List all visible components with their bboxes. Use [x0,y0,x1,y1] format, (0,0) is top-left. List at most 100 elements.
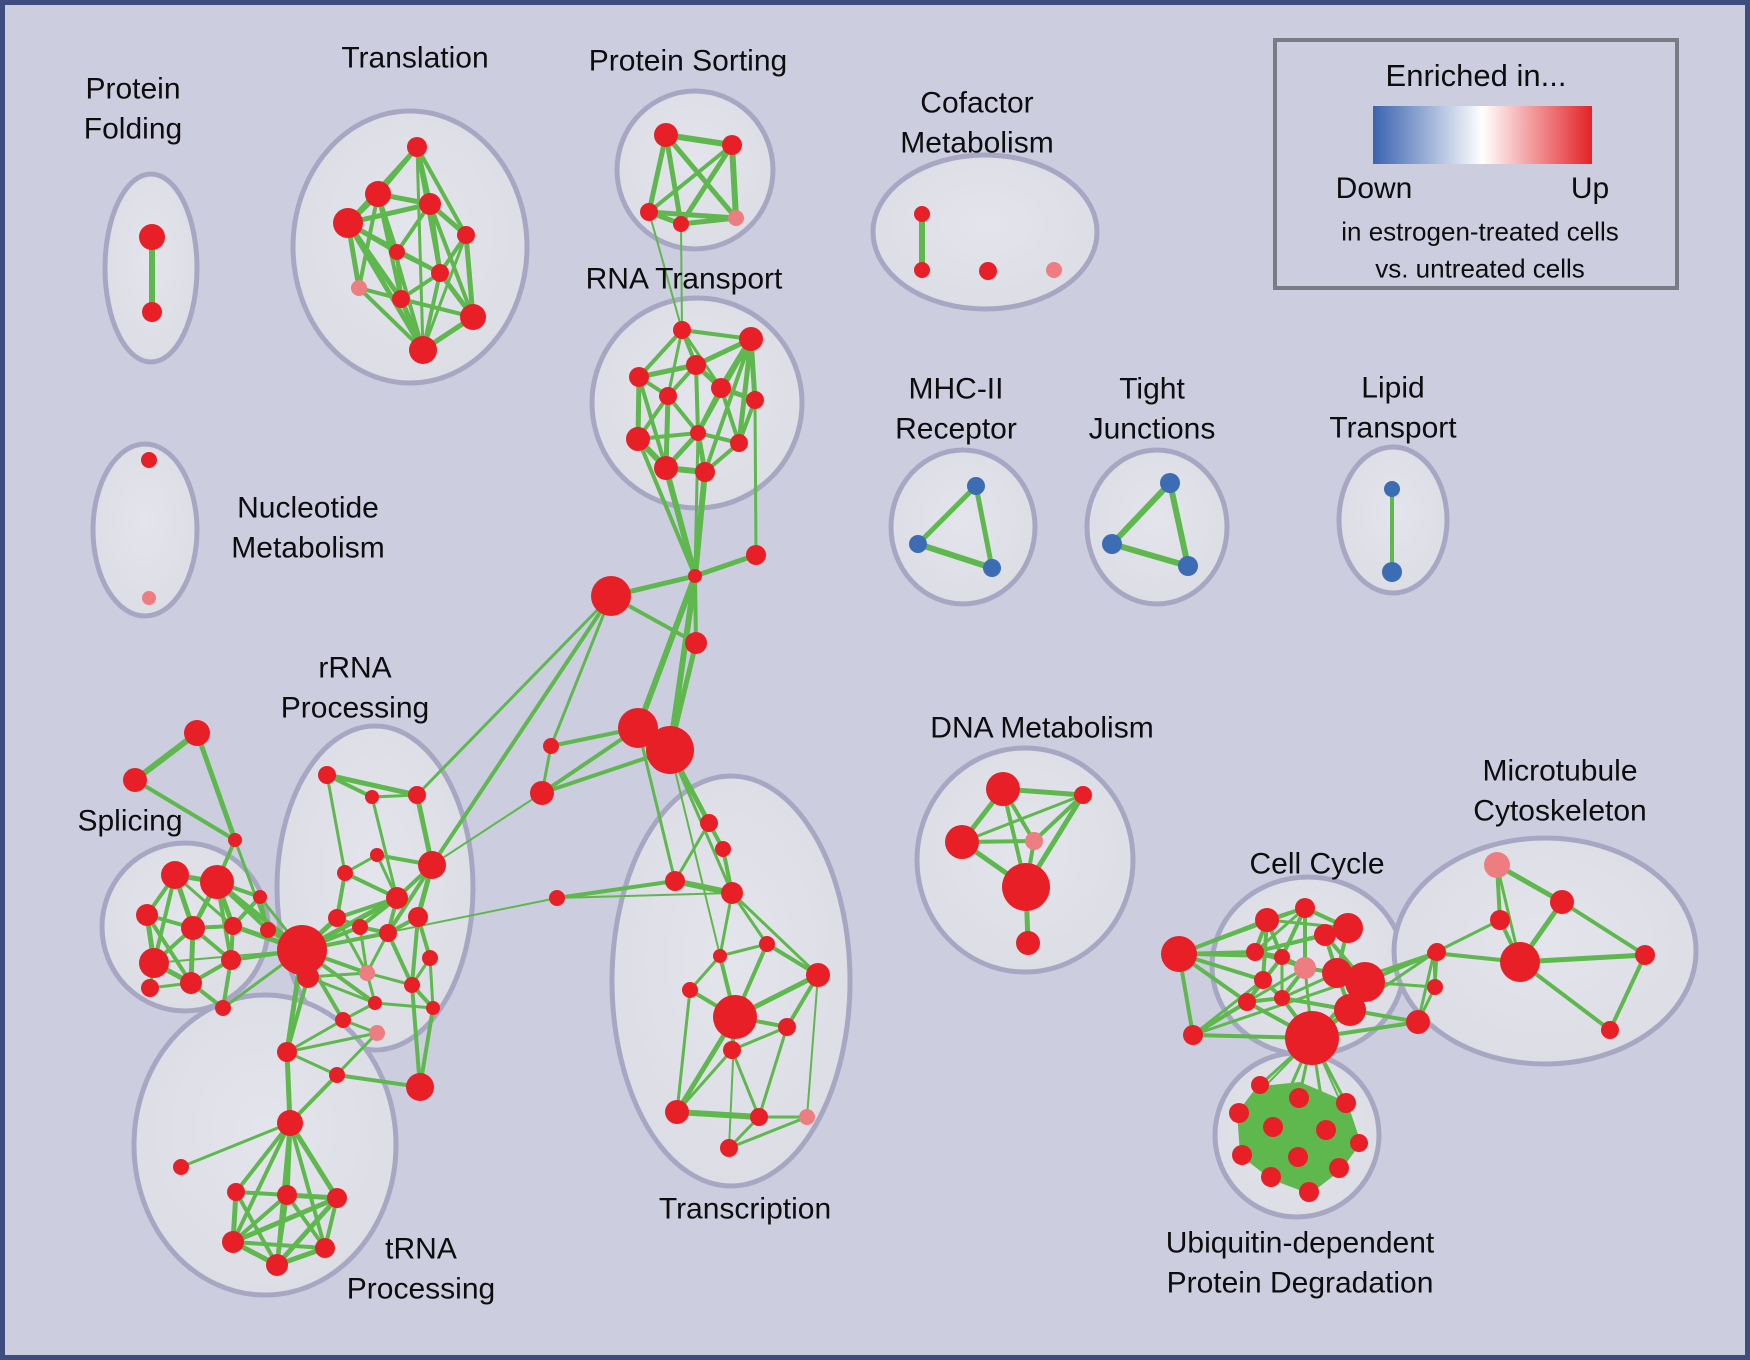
node [409,336,437,364]
edge [234,1190,279,1267]
cluster-label-microtubule-cytoskeleton: Cytoskeleton [1473,795,1646,828]
edge [1432,918,1502,955]
edge [757,1025,789,1119]
node [215,1000,231,1016]
edge [647,143,734,214]
edge [1245,966,1307,1004]
edge [1191,1000,1249,1037]
edge [274,1195,340,1268]
node [1074,786,1092,804]
edge [1109,541,1191,569]
cluster-label-rrna-processing: rRNA [318,652,391,685]
node [404,977,420,993]
edge [1191,950,1439,1037]
node [1336,1093,1356,1113]
legend-gradient-bar [1373,106,1592,164]
edge [306,975,377,1005]
edge [179,1121,292,1169]
node [253,890,267,904]
node [370,848,384,862]
node [1251,1076,1269,1094]
edge [427,201,443,276]
cluster-label-microtubule-cytoskeleton: Microtubule [1482,755,1637,788]
edge [663,393,671,471]
edge [915,483,979,547]
edge [694,363,700,435]
edge [230,1195,340,1245]
node [945,825,979,859]
node [711,378,731,398]
edge [693,431,700,578]
edge [301,897,558,951]
node [277,1042,297,1062]
cluster-ellipse-nucleotide-metabolism [90,441,200,619]
legend-up-label: Up [1570,172,1610,205]
edge [415,145,468,237]
node [407,137,427,157]
node [142,591,156,605]
node [673,321,691,339]
node [1427,946,1441,960]
node [654,456,678,480]
legend-box: Enriched in... Down Up in estrogen-treat… [1273,38,1679,290]
node [406,1073,434,1101]
cluster-ellipse-tight-junctions [1084,447,1230,607]
node [685,632,707,654]
node [665,871,685,891]
node [1160,473,1180,493]
edge [1109,480,1173,547]
edge [663,132,739,221]
node [180,972,202,994]
node [368,996,382,1010]
edge [667,573,698,753]
legend-caption-line2: vs. untreated cells [1375,253,1585,284]
node [626,427,650,451]
cluster-label-trna-processing: Processing [347,1273,495,1306]
node [1246,943,1264,961]
node [1314,924,1336,946]
edge [428,956,435,1010]
edge [233,838,270,932]
edge [730,891,820,977]
edge [674,1109,762,1120]
node [327,1188,347,1208]
node [173,1159,189,1175]
node [139,224,165,250]
edge [692,552,759,579]
legend-title: Enriched in... [1385,58,1567,93]
edge [673,821,711,883]
edge [678,142,735,227]
edge [675,1048,734,1114]
node [419,193,441,215]
node [1601,1021,1619,1039]
node [228,833,242,847]
node [1316,1120,1336,1140]
edge [285,1193,327,1250]
edge [463,232,476,320]
cluster-ellipse-cofactor-metabolism [870,152,1100,312]
edge [646,209,739,221]
node [530,781,554,805]
node [979,262,997,280]
cluster-label-rrna-processing: Processing [281,692,429,725]
node [365,790,379,804]
edge [1032,793,1085,843]
edge [415,145,425,352]
edge [636,437,697,578]
node [260,922,276,938]
node [1274,990,1290,1006]
node [673,216,689,232]
node [759,936,775,952]
cluster-ellipse-trna-processing [131,992,399,1298]
node [1333,913,1363,943]
node [720,1139,738,1157]
edge [345,220,426,353]
node [750,1108,768,1126]
edge [637,375,668,470]
edge [194,730,238,843]
node [799,1109,815,1125]
edge [1517,952,1648,965]
cluster-label-cofactor-metabolism: Cofactor [920,87,1033,120]
edge [386,931,414,987]
